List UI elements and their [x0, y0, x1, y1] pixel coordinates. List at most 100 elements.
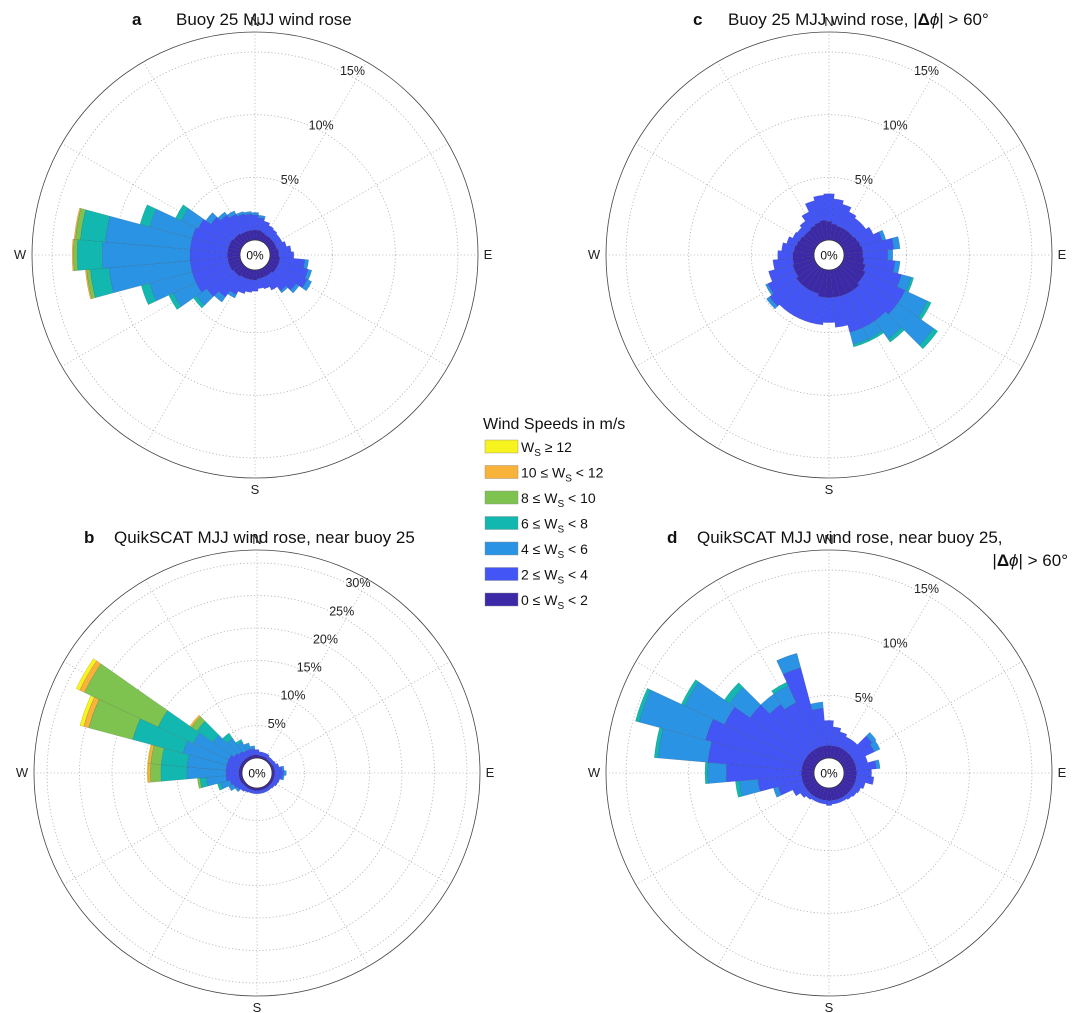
- rose-sector-segment: [274, 770, 284, 776]
- direction-label-n: N: [824, 532, 833, 547]
- rose-sector-segment: [776, 652, 802, 675]
- rose-sector-segment: [832, 295, 849, 328]
- rose-sector-segment: [781, 242, 796, 253]
- panel-b-title: QuikSCAT MJJ wind rose, near buoy 25: [114, 528, 415, 547]
- rose-sector-segment: [237, 277, 249, 294]
- legend-swatch: [484, 567, 519, 581]
- rose-sector-segment: [175, 204, 189, 221]
- panel-b-wind-rose: b QuikSCAT MJJ wind rose, near buoy 25 0…: [16, 528, 495, 1013]
- rose-sector-segment: [261, 752, 267, 758]
- panel-c-rose: 0% N E S W 5% 10% 15%: [588, 14, 1067, 497]
- rose-sector-segment: [258, 789, 263, 794]
- rose-sector-segment: [210, 216, 237, 241]
- rose-sector-segment: [784, 702, 818, 751]
- rose-sector-segment: [820, 799, 827, 805]
- radial-tick-label: 5%: [281, 173, 299, 187]
- rose-sector-segment: [854, 226, 874, 243]
- panel-d-wind-rose: d QuikSCAT MJJ wind rose, near buoy 25, …: [588, 528, 1068, 1013]
- legend-entry-label: 8 ≤ WS < 10: [521, 490, 596, 510]
- rose-sector-segment: [823, 193, 835, 222]
- rose-sector-segment: [272, 777, 280, 784]
- rose-sector-segment: [281, 775, 285, 781]
- rose-sector-segment: [180, 208, 204, 229]
- rose-sector-segment: [222, 732, 233, 744]
- panel-b-rose: 0% N E S W 5% 10% 15% 20% 25% 30%: [16, 532, 495, 1013]
- radial-tick-label: 10%: [883, 636, 908, 650]
- rose-sector-segment: [773, 786, 782, 798]
- rose-sector-segment: [918, 300, 932, 320]
- rose-sector-segment: [275, 265, 308, 289]
- rose-sector-segment: [277, 245, 292, 254]
- rose-sector-segment: [75, 658, 97, 691]
- rose-sector-segment: [236, 741, 247, 753]
- rose-sector-segment: [146, 763, 149, 783]
- rose-sector-segment: [264, 753, 270, 759]
- rose-sector-segment: [260, 220, 271, 234]
- rose-sector-segment: [266, 756, 272, 762]
- angular-grid-line: [264, 785, 369, 967]
- rose-sector-segment: [304, 269, 313, 281]
- rose-sector-segment: [76, 239, 103, 271]
- rose-sector-segment: [835, 731, 848, 749]
- rose-sector-segment: [635, 688, 651, 723]
- rose-sector-segment: [264, 225, 274, 237]
- rose-sector-segment: [290, 283, 300, 294]
- rose-sector-segment: [264, 274, 278, 291]
- rose-sector-segment: [800, 788, 810, 799]
- direction-label-e: E: [484, 247, 493, 262]
- rose-sector-segment: [279, 285, 289, 294]
- rose-sector-segment: [869, 740, 881, 753]
- radial-tick-label: 10%: [309, 118, 334, 132]
- angular-grid-line: [145, 785, 250, 967]
- angular-grid-line: [262, 61, 367, 243]
- rose-sector-segment: [684, 681, 735, 725]
- rose-sector-segment: [261, 788, 267, 794]
- angular-grid-line: [717, 61, 822, 243]
- rose-sector-segment: [251, 212, 259, 216]
- rose-sector-segment: [788, 287, 813, 319]
- rose-sector-segment: [254, 790, 260, 795]
- rose-sector-segment: [772, 257, 795, 270]
- direction-label-n: N: [252, 532, 261, 547]
- rose-sector-segment: [243, 742, 251, 751]
- rose-sector-segment: [88, 699, 141, 740]
- rose-sector-segment: [878, 229, 887, 241]
- rose-sector-segment: [852, 338, 870, 348]
- rose-sector-segment: [258, 214, 266, 219]
- angular-grid-line: [264, 579, 369, 761]
- rose-sector-segment: [831, 198, 844, 225]
- rose-sector-segment: [270, 760, 277, 767]
- rose-sector-segment: [150, 763, 162, 783]
- legend-entry-label: 0 ≤ WS < 2: [521, 592, 588, 612]
- legend-entry-label: 10 ≤ WS < 12: [521, 465, 604, 485]
- panel-a-title: Buoy 25 MJJ wind rose: [176, 10, 352, 29]
- wind-speed-legend: Wind Speeds in m/s WS ≥ 12 10 ≤ WS < 12 8 …: [483, 416, 625, 612]
- rose-sector-segment: [681, 679, 699, 706]
- rose-sector-segment: [71, 238, 75, 272]
- radial-grid-circle: [750, 694, 908, 852]
- direction-label-e: E: [1058, 765, 1067, 780]
- rose-sector-segment: [157, 710, 200, 744]
- rose-sector-segment: [139, 204, 157, 228]
- panel-a-rose: 0% N E S W 5% 10% 15%: [14, 14, 493, 497]
- rose-sector-segment: [851, 784, 861, 794]
- rose-sector-segment: [217, 782, 224, 791]
- rose-sector-segment: [160, 764, 188, 782]
- rose-sector-segment: [278, 251, 294, 259]
- rose-sector-segment: [238, 771, 243, 775]
- rose-sector-segment: [244, 787, 250, 793]
- radial-tick-label: 15%: [914, 582, 939, 596]
- angular-grid-line: [635, 780, 817, 885]
- rose-sector-segment: [862, 264, 902, 287]
- radial-grid-circle: [750, 176, 908, 334]
- angular-grid-line: [269, 780, 451, 885]
- panel-d-title: QuikSCAT MJJ wind rose, near buoy 25,: [697, 528, 1003, 547]
- rose-sector-segment: [874, 759, 881, 770]
- rose-sector-segment: [273, 766, 283, 772]
- panel-d-rose: 0% N E S W 5% 10% 15%: [588, 532, 1067, 1013]
- rose-sector-segment: [767, 270, 799, 295]
- angular-grid-line: [262, 267, 367, 449]
- rose-sector-segment: [132, 718, 188, 754]
- direction-label-s: S: [825, 1000, 834, 1013]
